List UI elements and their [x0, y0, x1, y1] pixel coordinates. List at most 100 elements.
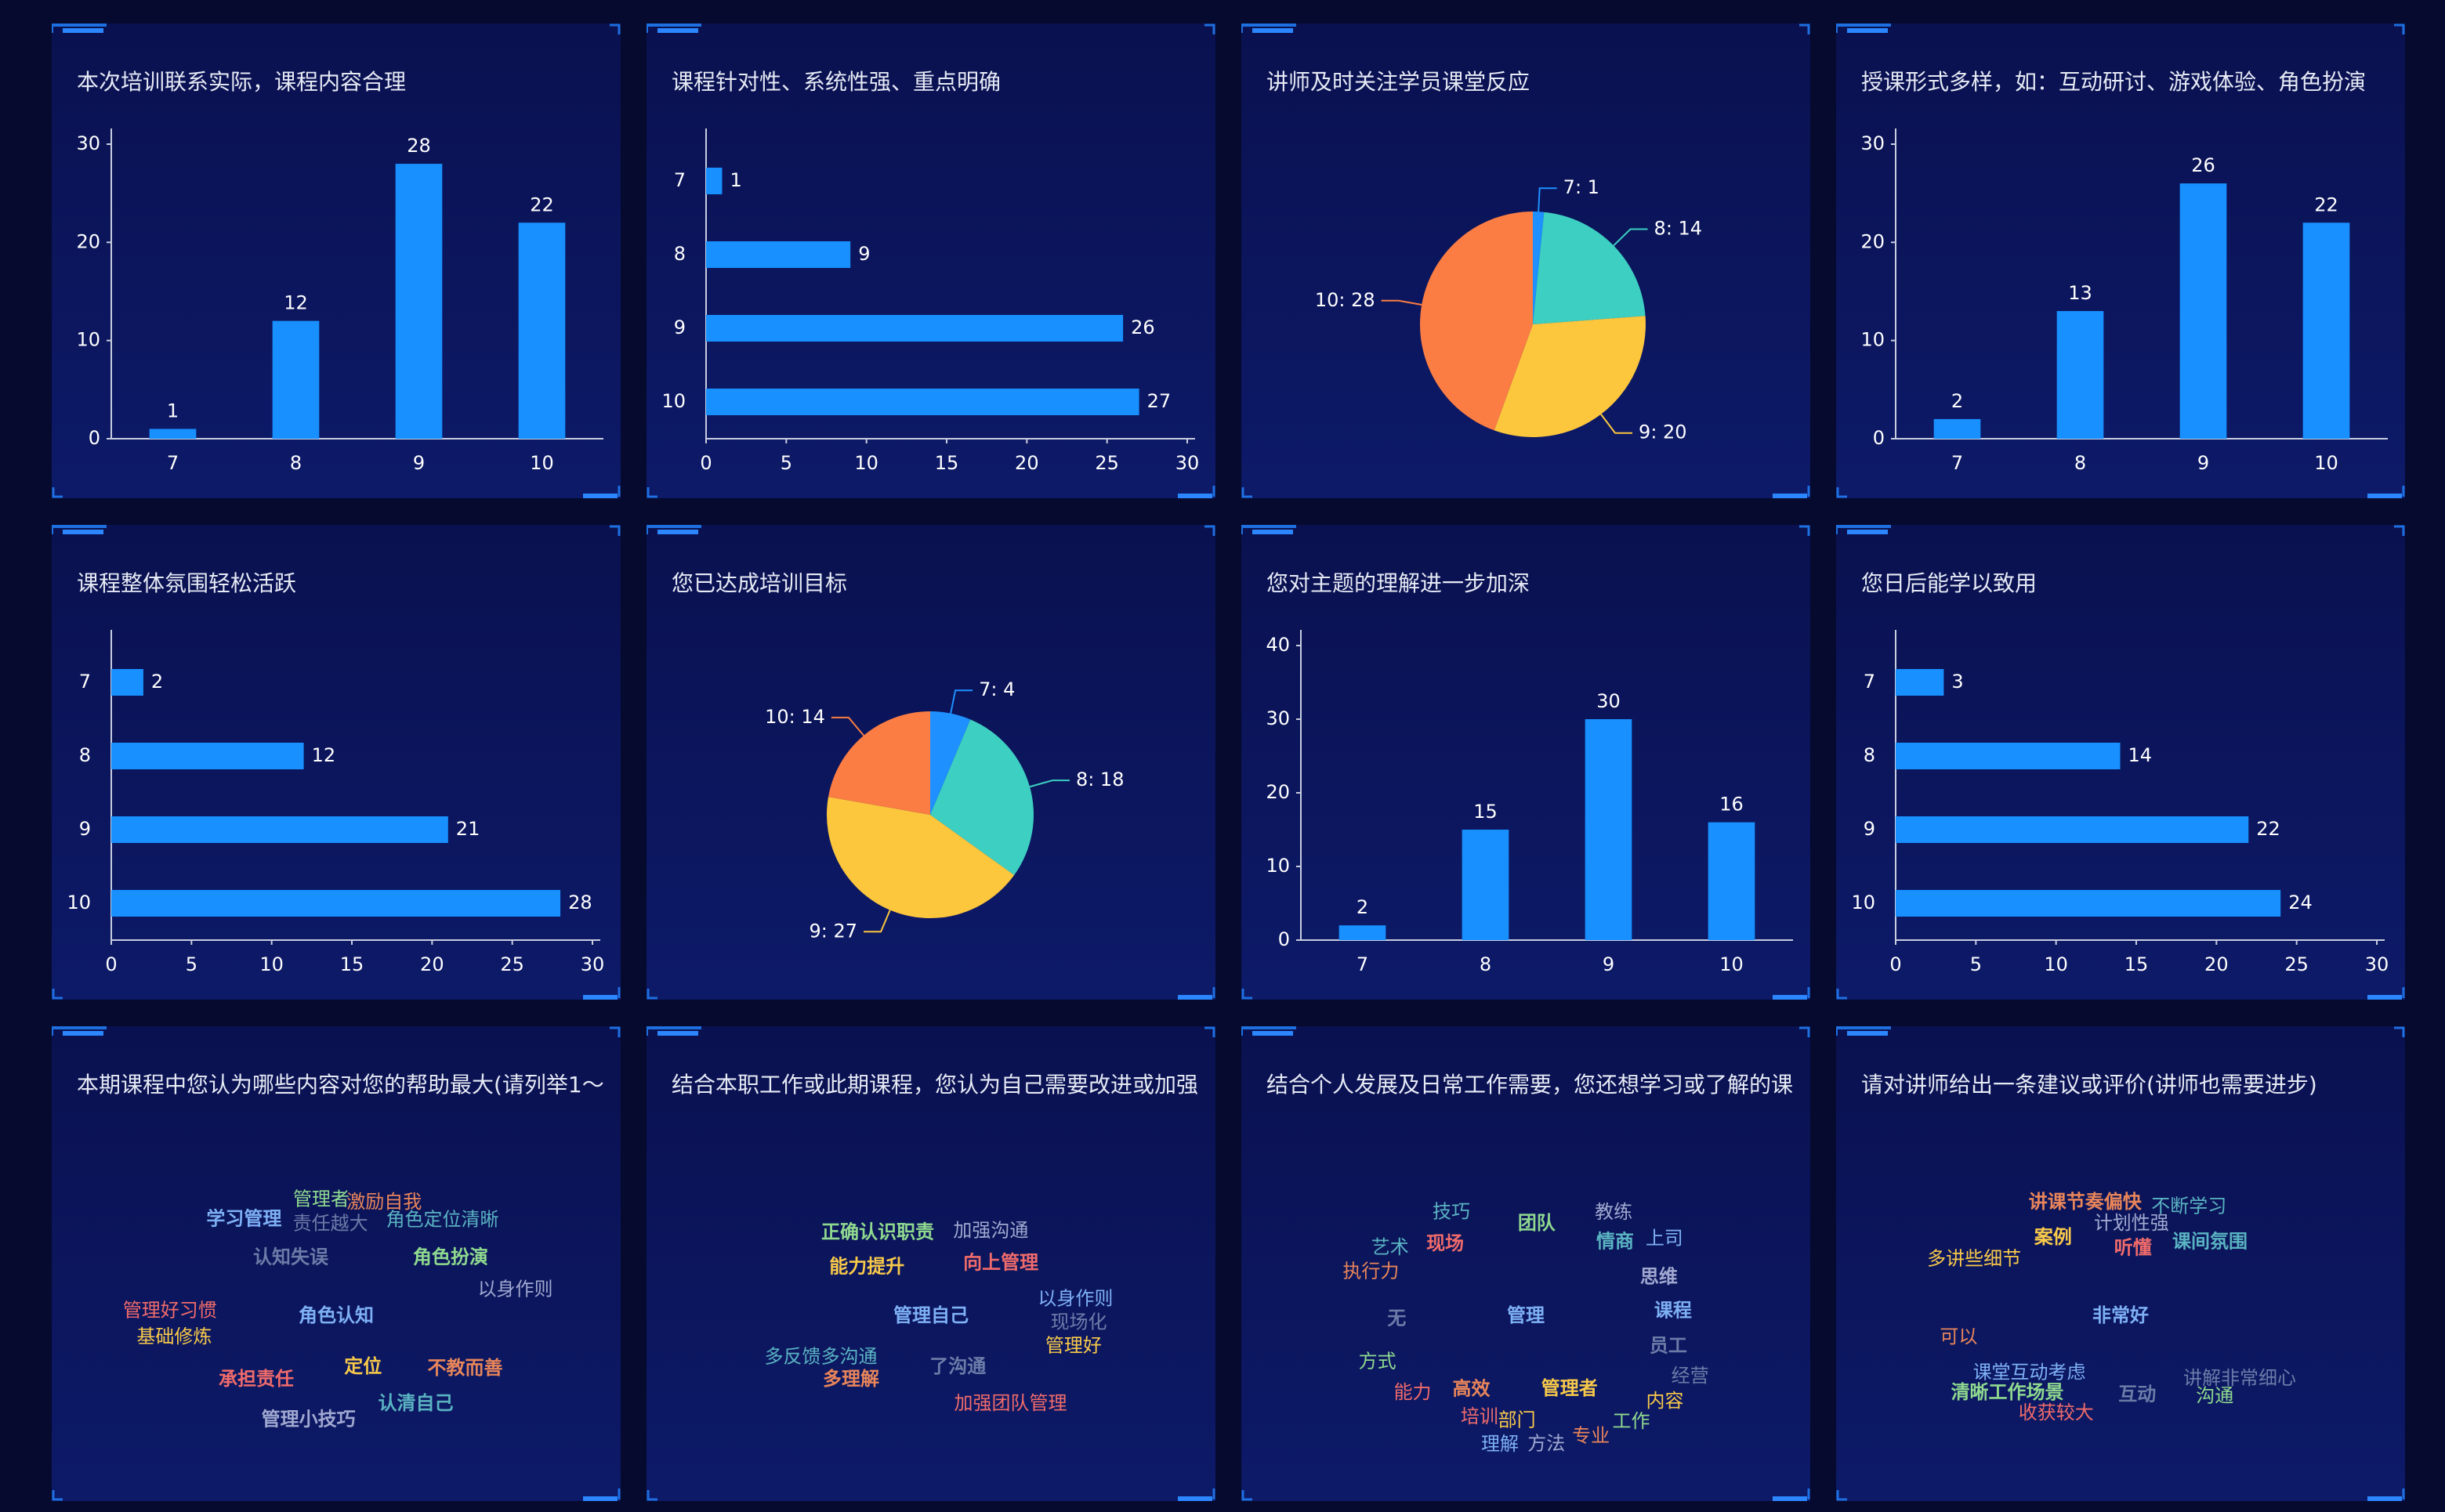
- corner-decoration: [647, 989, 657, 1000]
- corner-decoration: [1836, 24, 1891, 33]
- word: 管理小技巧: [262, 1408, 356, 1430]
- chart-title: 您对主题的理解进一步加深: [1266, 570, 1530, 596]
- corner-decoration: [1836, 525, 1891, 534]
- y-tick-label: 9: [79, 818, 91, 840]
- y-tick-label: 9: [1864, 818, 1875, 840]
- label-line: [1538, 187, 1557, 212]
- word: 听懂: [2114, 1237, 2152, 1259]
- x-tick-label: 20: [1015, 452, 1039, 474]
- x-tick-label: 0: [105, 953, 117, 975]
- y-tick-label: 20: [76, 230, 100, 252]
- corner-decoration: [647, 525, 701, 534]
- x-tick-label: 20: [2204, 953, 2229, 975]
- y-tick-label: 10: [661, 390, 686, 412]
- value-label: 13: [2068, 282, 2092, 304]
- word: 非常好: [2092, 1304, 2149, 1326]
- label-line: [1613, 228, 1648, 247]
- word: 现场化: [1051, 1311, 1107, 1333]
- bar: [1896, 669, 1944, 696]
- slice-label: 10: 28: [1315, 289, 1375, 311]
- bar: [111, 816, 448, 843]
- word: 多反馈多沟通: [764, 1346, 877, 1368]
- chart-title: 结合本职工作或此期课程，您认为自己需要改进或加强: [672, 1072, 1198, 1098]
- corner-decoration: [2367, 494, 2402, 498]
- chart-title: 您已达成培训目标: [672, 570, 847, 596]
- x-tick-label: 5: [186, 953, 197, 975]
- word: 案例: [2034, 1226, 2072, 1248]
- bar: [395, 164, 443, 439]
- word: 方式: [1359, 1351, 1396, 1373]
- y-tick-label: 7: [1864, 671, 1875, 693]
- x-tick-label: 30: [581, 953, 605, 975]
- chart-title: 结合个人发展及日常工作需要，您还想学习或了解的课: [1266, 1072, 1793, 1098]
- value-label: 22: [2256, 818, 2280, 840]
- y-tick-label: 0: [89, 427, 100, 449]
- bar: [1896, 816, 2249, 843]
- corner-decoration: [1241, 487, 1252, 498]
- corner-decoration: [1836, 1026, 1891, 1036]
- word: 多理解: [823, 1368, 879, 1390]
- y-tick-label: 8: [79, 744, 91, 766]
- word: 认清自己: [378, 1392, 453, 1414]
- word: 高效: [1453, 1378, 1491, 1400]
- word: 教练: [1595, 1201, 1632, 1223]
- word: 角色定位清晰: [386, 1208, 499, 1230]
- corner-decoration: [610, 1026, 621, 1037]
- word: 多讲些细节: [1927, 1248, 2021, 1270]
- x-tick-label: 20: [420, 953, 444, 975]
- y-tick-label: 9: [674, 317, 686, 338]
- corner-decoration: [2394, 24, 2405, 34]
- corner-decoration: [1178, 1496, 1212, 1501]
- x-tick-label: 5: [781, 452, 792, 474]
- word: 思维: [1640, 1265, 1678, 1287]
- corner-decoration: [1847, 28, 1888, 33]
- corner-decoration: [1241, 24, 1296, 33]
- slice-label: 9: 20: [1639, 421, 1687, 443]
- bar: [706, 168, 723, 194]
- value-label: 28: [407, 135, 431, 157]
- value-label: 1: [167, 400, 179, 421]
- word: 课堂互动考虑: [1973, 1361, 2086, 1383]
- corner-decoration: [1241, 525, 1296, 534]
- bar: [272, 320, 320, 439]
- corner-decoration: [1799, 525, 1810, 536]
- word: 无: [1387, 1307, 1406, 1329]
- word: 基础修炼: [136, 1326, 212, 1347]
- word: 收获较大: [2019, 1402, 2094, 1423]
- value-label: 2: [1951, 390, 1963, 412]
- x-tick-label: 30: [2365, 953, 2389, 975]
- panel: 授课形式多样，如：互动研讨、游戏体验、角色扮演 0 10 20 30 7 2 8 13 9 26 10…: [1836, 24, 2405, 498]
- value-label: 15: [1473, 801, 1498, 823]
- y-tick-label: 7: [79, 671, 91, 693]
- word: 技巧: [1433, 1200, 1470, 1222]
- y-tick-label: 30: [1266, 707, 1290, 729]
- corner-decoration: [1252, 530, 1293, 534]
- bar: [2056, 311, 2104, 439]
- word: 以身作则: [478, 1279, 553, 1300]
- word: 上司: [1646, 1228, 1683, 1250]
- value-label: 1: [730, 169, 741, 191]
- corner-decoration: [52, 24, 107, 33]
- word: 学习管理: [206, 1207, 281, 1229]
- word: 经营: [1672, 1365, 1709, 1387]
- corner-decoration: [63, 1031, 103, 1036]
- word: 认知失误: [253, 1246, 329, 1268]
- corner-decoration: [1241, 989, 1252, 1000]
- y-tick-label: 30: [1860, 132, 1885, 154]
- pie-slice: [930, 711, 971, 815]
- value-label: 3: [1951, 671, 1963, 693]
- corner-decoration: [583, 1496, 618, 1501]
- corner-decoration: [647, 24, 701, 33]
- word: 管理好: [1045, 1334, 1102, 1356]
- corner-decoration: [52, 1490, 63, 1501]
- corner-decoration: [1252, 28, 1293, 33]
- chart-title: 本次培训联系实际，课程内容合理: [77, 69, 406, 95]
- chart-title: 授课形式多样，如：互动研讨、游戏体验、角色扮演: [1861, 69, 2366, 95]
- word: 以身作则: [1038, 1288, 1113, 1310]
- y-tick-label: 40: [1266, 634, 1290, 656]
- corner-decoration: [1204, 24, 1215, 34]
- bar: [111, 743, 304, 769]
- panel: 讲师及时关注学员课堂反应 7: 1 8: 14 9: 20 10: 28: [1241, 24, 1810, 498]
- bar: [111, 890, 561, 917]
